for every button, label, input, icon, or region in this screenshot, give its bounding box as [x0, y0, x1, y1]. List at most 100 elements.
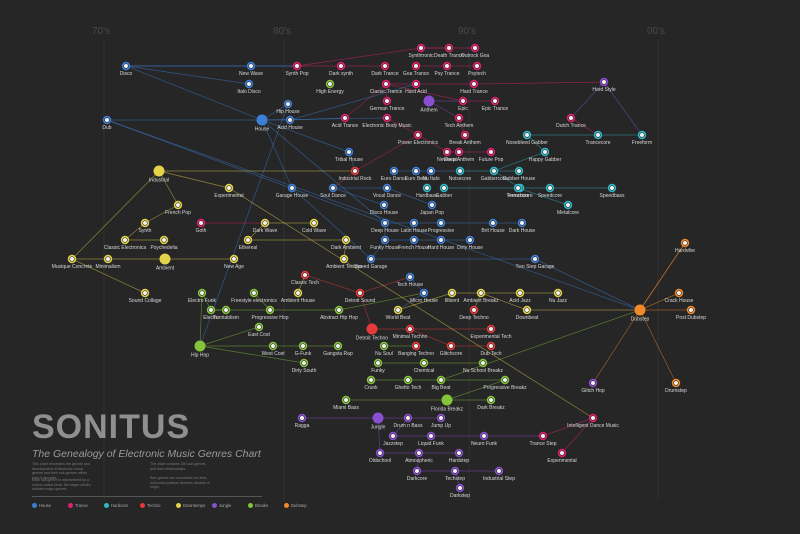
genre-node[interactable]: Banging Techno [398, 341, 434, 357]
genre-node[interactable]: Gabbercore [481, 166, 508, 182]
genre-node[interactable]: Big Beat [432, 375, 452, 391]
genre-node[interactable]: Acid House [277, 115, 303, 131]
genre-node[interactable]: Newbeat [437, 147, 457, 163]
genre-node[interactable]: Psy Trance [434, 61, 460, 77]
genre-node[interactable]: Glitch Hop [581, 378, 605, 394]
genre-node[interactable]: Two Step Garage [516, 254, 555, 270]
genre-node[interactable]: Dub [102, 115, 112, 131]
genre-node[interactable]: Gangsta Rap [323, 341, 353, 357]
genre-node[interactable]: Acid Trance [332, 113, 359, 129]
genre-node[interactable]: Classic Tech [291, 270, 319, 286]
genre-node[interactable]: Experimental Tech [470, 324, 512, 340]
genre-node[interactable]: Illbient [445, 288, 460, 304]
genre-node[interactable]: Micro House [410, 288, 438, 304]
genre-node[interactable]: Dubstep [631, 304, 650, 323]
genre-node[interactable]: Cold Wave [302, 218, 326, 234]
genre-node[interactable]: Psychedelia [151, 235, 178, 251]
genre-node[interactable]: Dirty House [457, 235, 483, 251]
genre-node[interactable]: Hip Hop [191, 340, 209, 359]
genre-node[interactable]: Noisecore [449, 166, 472, 182]
genre-node[interactable]: Hard Style [592, 77, 616, 93]
genre-node[interactable]: Electro [203, 305, 219, 321]
genre-node[interactable]: Electro Funk [188, 288, 217, 304]
genre-node[interactable]: Epic Trance [482, 96, 509, 112]
genre-node[interactable]: Speedbass [599, 183, 625, 199]
genre-node[interactable]: Euro Beat [405, 166, 428, 182]
genre-node[interactable]: Speed Garage [355, 254, 388, 270]
genre-node[interactable]: Experimental [214, 183, 244, 199]
genre-node[interactable]: Disco [120, 61, 133, 77]
genre-node[interactable]: Garage House [276, 183, 309, 199]
genre-node[interactable]: Gabber House [503, 166, 536, 182]
genre-node[interactable]: Dark Trance [371, 61, 399, 77]
genre-node[interactable]: Ragga [295, 413, 310, 429]
genre-node[interactable]: Psytech [468, 61, 486, 77]
genre-node[interactable]: Japan Pop [420, 200, 444, 216]
genre-node[interactable]: West Cost [262, 341, 286, 357]
genre-node[interactable]: Metalcore [557, 200, 579, 216]
genre-node[interactable]: Nu Italo [422, 166, 440, 182]
genre-node[interactable]: New Wave [239, 61, 263, 77]
genre-node[interactable]: Break Anthem [449, 130, 481, 146]
genre-node[interactable]: Techstep [445, 466, 465, 482]
genre-node[interactable]: Industrial [149, 165, 169, 184]
genre-node[interactable]: Classic Trance [370, 79, 403, 95]
genre-node[interactable]: Synth Pop [285, 61, 309, 77]
genre-node[interactable]: Dark synth [329, 61, 353, 77]
genre-node[interactable]: East Cost [248, 322, 270, 338]
genre-node[interactable]: Darkcore [407, 466, 428, 482]
genre-node[interactable]: Deep Techno [459, 305, 489, 321]
genre-node[interactable]: Atmospheric [405, 448, 433, 464]
genre-node[interactable]: Drum n Bass [394, 413, 423, 429]
genre-node[interactable]: Deep Anthem [444, 147, 474, 163]
genre-node[interactable]: Anthem [420, 95, 438, 114]
genre-node[interactable]: Electronic Body Music [362, 113, 412, 129]
genre-node[interactable]: Funky House [370, 235, 400, 251]
genre-node[interactable]: High Energy [316, 79, 344, 95]
genre-node[interactable]: Classic Electronica [104, 235, 146, 251]
genre-node[interactable]: Industrial Rock [338, 166, 372, 182]
genre-node[interactable]: Euro Dance [381, 166, 408, 182]
genre-node[interactable]: New Age [224, 254, 244, 270]
genre-node[interactable]: Chemical [414, 358, 435, 374]
genre-node[interactable]: Hard Trance [460, 79, 488, 95]
genre-node[interactable]: Power Electronics [398, 130, 439, 146]
genre-node[interactable]: Outrock Goa [461, 43, 490, 59]
genre-node[interactable]: Funky [371, 358, 385, 374]
genre-node[interactable]: Turntablism [213, 305, 239, 321]
genre-node[interactable]: Trancecore [585, 130, 611, 146]
genre-node[interactable]: Sound Collage [129, 288, 162, 304]
genre-node[interactable]: Abstract Hip Hop [320, 305, 358, 321]
genre-node[interactable]: Dark Wave [253, 218, 278, 234]
genre-node[interactable]: Detroit Techno [356, 323, 388, 342]
genre-node[interactable]: Ethereal [239, 235, 258, 251]
genre-node[interactable]: Soul Dance [320, 183, 346, 199]
genre-node[interactable]: Goth [196, 218, 207, 234]
genre-node[interactable]: Italo Disco [237, 79, 261, 95]
genre-node[interactable]: Hardvibe [675, 238, 695, 254]
genre-node[interactable]: Dark Breakz [477, 395, 505, 411]
genre-node[interactable]: Oldschool [369, 448, 391, 464]
genre-node[interactable]: French House [398, 235, 430, 251]
genre-node[interactable]: Florida Breakz [431, 394, 464, 413]
genre-node[interactable]: Neuro Funk [471, 431, 498, 447]
genre-node[interactable]: Musique Concrete [52, 254, 93, 270]
genre-node[interactable]: Downbeat [516, 305, 539, 321]
genre-node[interactable]: Ambient Breakz [463, 288, 499, 304]
genre-node[interactable]: Goa Trance [403, 61, 429, 77]
genre-node[interactable]: Terrorcore [507, 183, 530, 199]
genre-node[interactable]: Dark House [509, 218, 536, 234]
genre-node[interactable]: French Pop [165, 200, 191, 216]
genre-node[interactable]: Experimental [547, 448, 577, 464]
genre-node[interactable]: Brit House [481, 218, 505, 234]
genre-node[interactable]: Freeform [632, 130, 652, 146]
genre-node[interactable]: House [255, 114, 270, 133]
genre-node[interactable]: Dub Tech [480, 341, 502, 357]
genre-node[interactable]: Ghetto Tech [395, 375, 422, 391]
genre-node[interactable]: Nu Jazz [549, 288, 568, 304]
genre-node[interactable]: Epic [458, 96, 468, 112]
genre-node[interactable]: G-Funk [295, 341, 312, 357]
genre-node[interactable]: German Trance [370, 96, 405, 112]
genre-node[interactable]: Ambient House [281, 288, 315, 304]
genre-node[interactable]: Jump Up [431, 413, 451, 429]
